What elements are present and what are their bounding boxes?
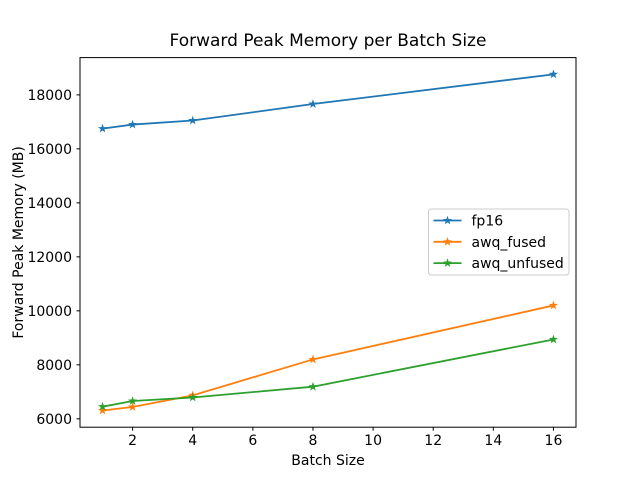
- x-tick-label: 14: [484, 433, 502, 449]
- x-tick-label: 4: [188, 433, 197, 449]
- x-axis-label: Batch Size: [291, 453, 364, 469]
- x-tick-label: 16: [545, 433, 563, 449]
- data-point-marker-awq_unfused: [548, 334, 559, 344]
- y-tick-label: 8000: [36, 358, 72, 374]
- y-tick-label: 12000: [27, 250, 72, 266]
- legend-entry-awq_unfused: awq_unfused: [433, 256, 564, 272]
- legend-label: awq_fused: [472, 235, 547, 251]
- chart-title: Forward Peak Memory per Batch Size: [170, 31, 487, 51]
- y-tick-label: 10000: [27, 304, 72, 320]
- legend: fp16 awq_fused awq_unfused: [428, 208, 570, 276]
- legend-marker-star-icon: [442, 258, 453, 267]
- data-point-marker-fp16: [548, 69, 559, 79]
- x-tick-label: 8: [309, 433, 318, 449]
- y-tick-label: 6000: [36, 412, 72, 428]
- data-point-marker-fp16: [128, 119, 138, 129]
- y-tick-label: 14000: [27, 196, 72, 212]
- legend-marker-star-icon: [442, 215, 453, 225]
- x-tick-label: 10: [364, 433, 382, 449]
- data-point-marker-awq_unfused: [188, 392, 198, 402]
- data-point-marker-awq_unfused: [97, 401, 108, 411]
- data-point-marker-awq_fused: [128, 402, 138, 411]
- legend-frame: [428, 208, 570, 276]
- data-point-marker-fp16: [188, 115, 198, 125]
- x-tick-label: 2: [128, 433, 137, 449]
- legend-entry-awq_fused: awq_fused: [433, 235, 547, 251]
- x-axis-ticks: 2 4 6 8 10 12 14 16: [128, 427, 562, 449]
- legend-label: fp16: [472, 214, 504, 230]
- y-axis-ticks: 6000 8000 10000 12000 14000 16000 18000: [27, 88, 80, 428]
- data-point-marker-awq_unfused: [128, 396, 138, 405]
- data-point-marker-fp16: [308, 99, 318, 108]
- legend-label: awq_unfused: [472, 256, 564, 272]
- data-point-marker-awq_fused: [97, 405, 108, 415]
- series-group: [97, 69, 559, 415]
- y-axis-label: Forward Peak Memory (MB): [11, 146, 27, 338]
- legend-entry-fp16: fp16: [433, 214, 504, 230]
- data-point-marker-fp16: [97, 123, 108, 133]
- x-tick-label: 12: [424, 433, 442, 449]
- data-point-marker-awq_fused: [308, 354, 318, 364]
- y-tick-label: 18000: [27, 88, 72, 104]
- data-point-marker-awq_unfused: [308, 381, 318, 391]
- legend-marker-star-icon: [442, 237, 453, 246]
- y-tick-label: 16000: [27, 142, 72, 158]
- x-tick-label: 6: [248, 433, 257, 449]
- data-point-marker-awq_fused: [548, 300, 559, 310]
